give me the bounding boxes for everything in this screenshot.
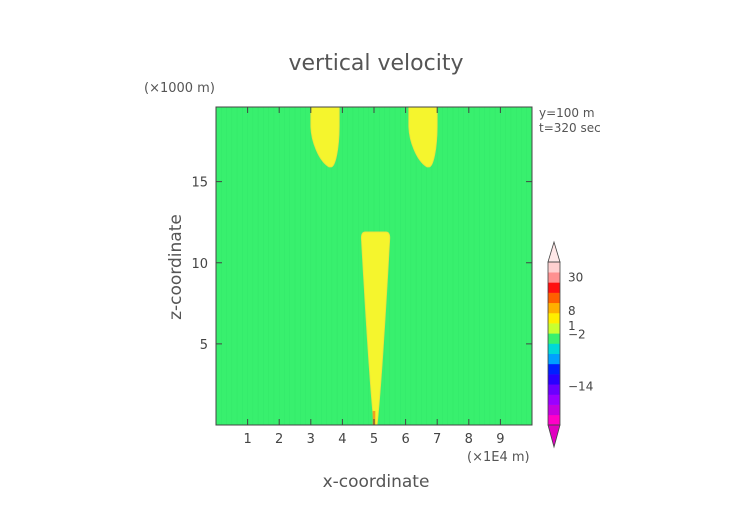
plume-base-tip: [372, 411, 376, 425]
colorbar-frame: [547, 261, 561, 426]
y-unit-label: (×1000 m): [144, 81, 215, 96]
y-tick-label: 10: [191, 257, 208, 272]
colorbar-band: [548, 312, 560, 324]
axis-ticks: 1 2 3 4 5 6 7 8 9 5 10 15: [191, 107, 532, 447]
colorbar-band: [548, 353, 560, 365]
y-tick-label: 15: [191, 176, 208, 191]
colorbar-label: 8: [568, 304, 576, 318]
chart-title: vertical velocity: [288, 51, 463, 76]
x-tick-label: 8: [465, 432, 473, 447]
colorbar-band: [548, 374, 560, 385]
colorbar-band: [548, 323, 560, 334]
colorbar-band: [548, 272, 560, 283]
colorbar-band: [548, 302, 560, 314]
y-axis-title: z-coordinate: [166, 214, 186, 320]
colorbar-band: [548, 384, 560, 395]
colorbar-band: [548, 363, 560, 375]
colorbar-band: [548, 404, 560, 416]
colorbar-band: [548, 282, 560, 293]
colorbar-label: −14: [568, 379, 593, 393]
colorbar-band: [548, 262, 560, 273]
colorbar-band: [548, 343, 560, 354]
colorbar-label: 1: [568, 319, 576, 333]
x-tick-label: 2: [275, 432, 283, 447]
x-tick-label: 7: [433, 432, 441, 447]
x-tick-label: 6: [401, 432, 409, 447]
colorbar-band: [548, 394, 560, 405]
colorbar: 30 81−2 −14: [547, 240, 593, 449]
contour-region-updraft-right-top: [408, 106, 438, 168]
colorbar-label: −2: [568, 327, 586, 341]
x-tick-label: 1: [243, 432, 251, 447]
x-axis-title: x-coordinate: [323, 472, 430, 492]
colorbar-band: [548, 333, 560, 344]
colorbar-label: 30: [568, 270, 583, 284]
colorbar-band: [548, 414, 560, 426]
annotation-time: t=320 sec: [539, 121, 601, 135]
x-tick-label: 3: [307, 432, 315, 447]
colorbar-bottom-arrow: [547, 424, 561, 449]
x-tick-label: 4: [338, 432, 346, 447]
colorbar-band: [548, 292, 560, 304]
colorbar-top-arrow: [547, 240, 561, 263]
x-tick-label: 9: [496, 432, 504, 447]
annotation-y-position: y=100 m: [539, 106, 595, 120]
x-tick-label: 5: [370, 432, 378, 447]
plot-area: [215, 106, 533, 426]
contour-region-updraft-left-top: [310, 106, 340, 168]
x-unit-label: (×1E4 m): [467, 450, 530, 465]
y-tick-label: 5: [200, 338, 208, 353]
